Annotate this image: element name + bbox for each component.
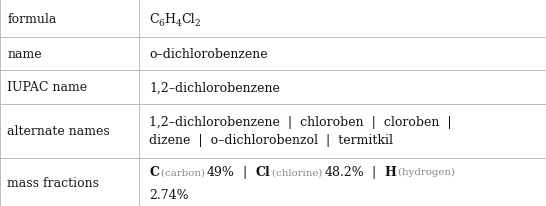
Text: mass fractions: mass fractions <box>7 176 99 189</box>
Text: |: | <box>235 166 255 178</box>
Text: 1,2–dichlorobenzene: 1,2–dichlorobenzene <box>149 81 280 94</box>
Text: o–dichlorobenzene: o–dichlorobenzene <box>149 48 268 61</box>
Text: 4: 4 <box>175 19 181 28</box>
Text: C: C <box>149 13 159 26</box>
Text: Cl: Cl <box>181 13 195 26</box>
Text: 49%: 49% <box>207 166 235 178</box>
Text: formula: formula <box>7 13 56 26</box>
Text: Cl: Cl <box>255 166 270 178</box>
Text: name: name <box>7 48 41 61</box>
Text: C: C <box>149 166 159 178</box>
Text: 2: 2 <box>195 19 200 28</box>
Text: (chlorine): (chlorine) <box>270 167 324 177</box>
Text: IUPAC name: IUPAC name <box>7 81 87 94</box>
Text: alternate names: alternate names <box>7 125 110 138</box>
Text: (carbon): (carbon) <box>159 167 207 177</box>
Text: |: | <box>364 166 384 178</box>
Text: 2.74%: 2.74% <box>149 188 189 201</box>
Text: H: H <box>384 166 396 178</box>
Text: 6: 6 <box>159 19 164 28</box>
Text: 1,2–dichlorobenzene  |  chloroben  |  cloroben  |
dizene  |  o–dichlorobenzol  |: 1,2–dichlorobenzene | chloroben | clorob… <box>149 116 452 147</box>
Text: (hydrogen): (hydrogen) <box>396 167 457 177</box>
Text: 48.2%: 48.2% <box>324 166 364 178</box>
Text: H: H <box>164 13 175 26</box>
